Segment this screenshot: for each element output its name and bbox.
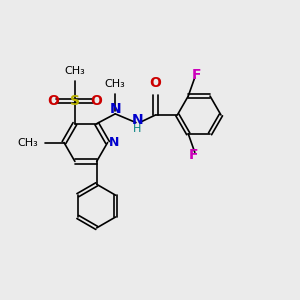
- Text: N: N: [109, 136, 119, 149]
- Text: CH₃: CH₃: [64, 66, 85, 76]
- Text: H: H: [133, 124, 142, 134]
- Text: CH₃: CH₃: [17, 137, 38, 148]
- Text: O: O: [47, 94, 59, 108]
- Text: N: N: [132, 113, 143, 127]
- Text: F: F: [191, 68, 201, 82]
- Text: O: O: [150, 76, 161, 90]
- Text: O: O: [91, 94, 102, 108]
- Text: S: S: [70, 94, 80, 108]
- Text: CH₃: CH₃: [105, 79, 126, 89]
- Text: N: N: [110, 102, 121, 116]
- Text: F: F: [188, 148, 198, 162]
